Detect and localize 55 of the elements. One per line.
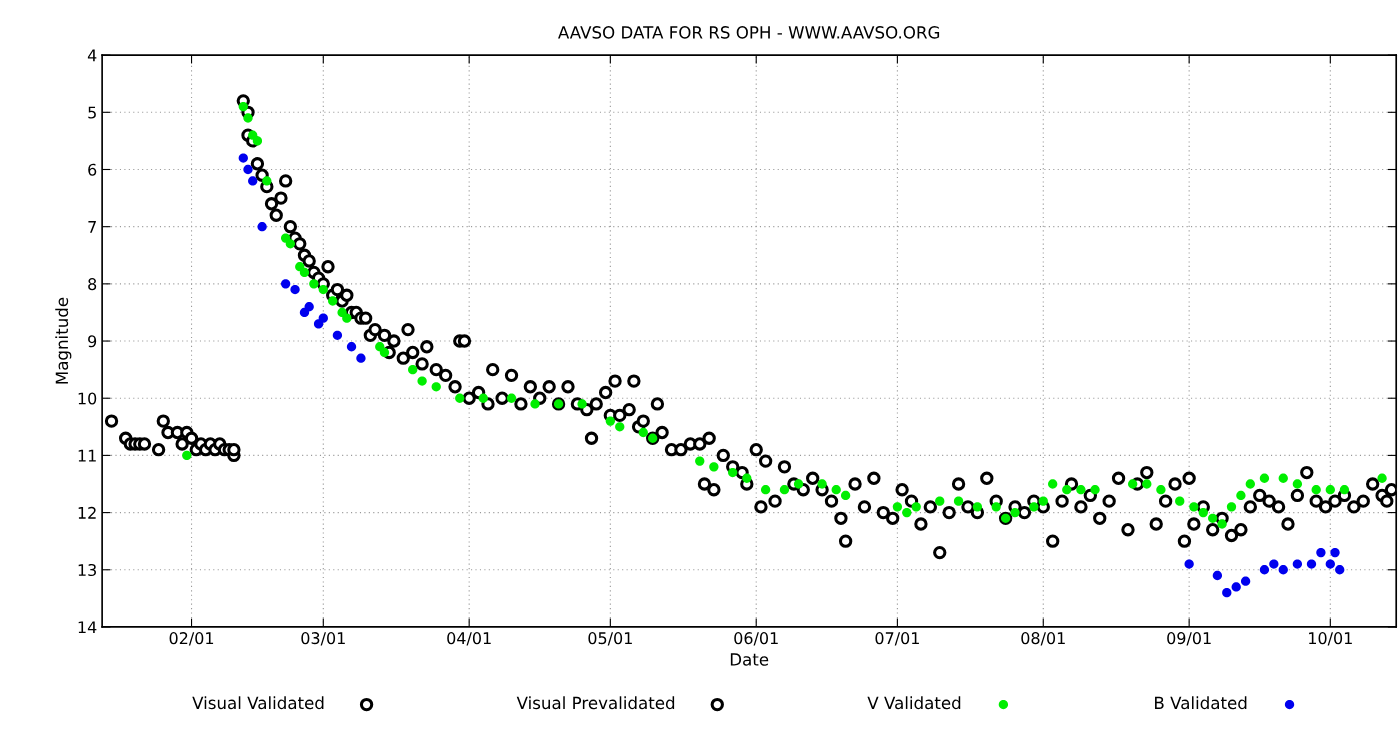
y-axis-title: Magnitude [55, 297, 72, 384]
y-tick-label: 6 [88, 163, 97, 176]
x-tick-label: 05/01 [588, 632, 632, 646]
point [1328, 494, 1342, 508]
point [1365, 477, 1380, 491]
point [1384, 483, 1397, 497]
y-tick-label: 4 [87, 49, 97, 62]
x-tick-label: 10/01 [1309, 632, 1352, 646]
y-tick-label: 12 [78, 506, 96, 519]
y-tick-label: 14 [78, 621, 97, 634]
x-tick-label: 06/01 [734, 632, 778, 646]
point [1231, 582, 1241, 592]
point [1380, 494, 1394, 508]
point [1212, 570, 1223, 581]
point [1269, 559, 1279, 569]
point [299, 307, 310, 318]
y-tick-label: 11 [78, 449, 96, 462]
point [1316, 547, 1326, 558]
legend-label: B Validated [1155, 696, 1247, 710]
point [1278, 565, 1288, 575]
x-axis-title: Date [730, 653, 769, 666]
chart-title: AAVSO DATA FOR RS OPH - WWW.AAVSO.ORG [558, 26, 940, 39]
y-tick-label: 5 [88, 106, 96, 119]
y-tick-label: 9 [88, 335, 97, 348]
legend-label: Visual Validated [192, 696, 324, 710]
x-tick-label: 07/01 [875, 632, 919, 646]
y-tick-label: 7 [88, 221, 96, 233]
x-tick-label: 02/01 [169, 632, 214, 646]
x-tick-label: 08/01 [1021, 632, 1065, 646]
point [1356, 494, 1370, 508]
point [280, 279, 291, 289]
point [304, 302, 314, 312]
x-tick-label: 03/01 [301, 632, 345, 646]
point [1347, 500, 1361, 514]
point [1335, 565, 1345, 575]
point [290, 284, 300, 295]
legend-label: V Validated [867, 696, 961, 710]
point [1306, 559, 1317, 569]
point [1330, 547, 1340, 558]
point [1184, 559, 1194, 569]
point [1325, 559, 1335, 569]
point [243, 164, 253, 175]
point [1292, 559, 1303, 569]
point [1240, 576, 1251, 586]
point [1222, 587, 1232, 598]
point [257, 222, 267, 232]
point [238, 153, 248, 163]
x-tick-label: 04/01 [447, 632, 491, 646]
x-tick-label: 09/01 [1167, 632, 1211, 646]
legend-label: Visual Prevalidated [516, 696, 675, 710]
y-tick-label: 8 [88, 278, 97, 291]
y-tick-label: 13 [78, 563, 96, 577]
point [248, 176, 258, 186]
point [1259, 565, 1270, 575]
y-tick-label: 10 [78, 392, 97, 405]
